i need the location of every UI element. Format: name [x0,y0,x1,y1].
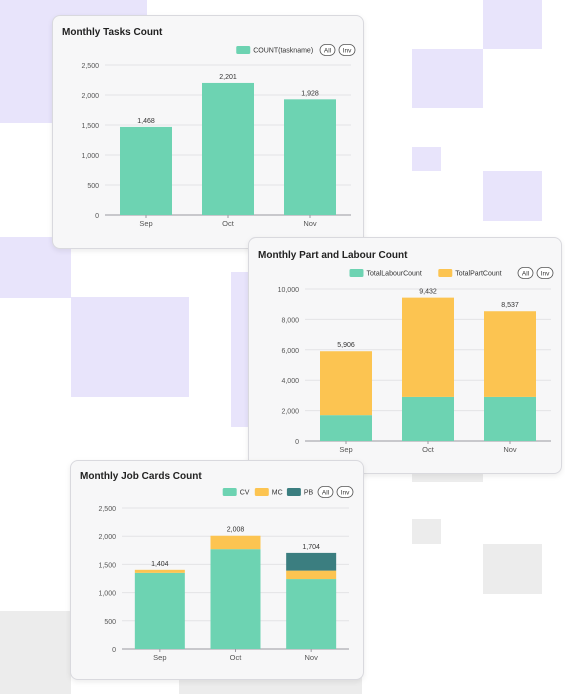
bg-square [483,171,542,221]
y-tick-label: 1,500 [98,562,116,569]
y-tick-label: 2,000 [98,534,116,541]
x-tick-label: Oct [222,219,235,228]
bar-nov[interactable] [286,579,337,649]
all-toggle-button[interactable] [517,267,534,279]
y-tick-label: 8,000 [281,317,299,324]
y-tick-label: 4,000 [281,378,299,385]
y-tick-label: 1,500 [81,123,99,130]
inv-toggle-label: Inv [541,271,550,278]
bg-square [412,49,483,108]
all-toggle-label: All [522,271,530,278]
legend-swatch[interactable] [254,488,269,496]
y-tick-label: 2,000 [81,93,99,100]
bar-nov[interactable] [286,570,337,580]
x-tick-label: Sep [153,653,166,662]
bg-square [483,0,542,49]
bar-sep[interactable] [120,126,172,215]
legend-swatch[interactable] [236,46,251,54]
legend-label: PB [304,490,314,497]
inv-toggle-label: Inv [341,490,350,497]
bg-square [0,611,71,694]
tasks-chart: 0 500 1,000 1,500 2,000 2,500 1,468 Sep 2,201 Oct… [81,44,356,228]
bar-sep[interactable] [320,415,372,441]
y-tick-label: 500 [104,619,116,626]
all-toggle-button[interactable] [319,44,336,56]
bar-total-label: 2,008 [227,527,245,534]
legend-swatch[interactable] [286,488,301,496]
y-tick-label: 0 [295,439,299,446]
bar-nov[interactable] [286,552,337,571]
bar-oct[interactable] [210,535,261,550]
x-tick-label: Nov [304,653,318,662]
inv-toggle-button[interactable] [336,486,354,498]
chart-title: Monthly Tasks Count [62,27,163,38]
bar-total-label: 9,432 [419,289,437,296]
inv-toggle-label: Inv [343,48,352,55]
bar-total-label: 1,468 [137,118,155,125]
x-tick-label: Oct [230,653,243,662]
y-tick-label: 1,000 [98,591,116,598]
bar-total-label: 8,537 [501,302,519,309]
y-tick-label: 6,000 [281,348,299,355]
job-cards-chart: 0 500 1,000 1,500 2,000 2,500 1,404 Sep 2,008 Oct… [98,486,354,662]
all-toggle-button[interactable] [317,486,334,498]
chart-card-job-cards: Monthly Job Cards Count 0 500 1,000 1,500 2,… [70,460,364,680]
bar-total-label: 2,201 [219,74,237,81]
legend-label: CV [240,490,250,497]
legend-swatch[interactable] [438,269,453,277]
bar-total-label: 1,704 [302,544,320,551]
inv-toggle-button[interactable] [338,44,356,56]
y-tick-label: 2,500 [98,506,116,513]
bar-oct[interactable] [402,297,454,397]
all-toggle-label: All [324,48,332,55]
bar-nov[interactable] [484,311,536,397]
x-tick-label: Sep [139,219,152,228]
x-tick-label: Oct [422,445,435,454]
legend-label: COUNT(taskname) [253,48,313,55]
chart-title: Monthly Job Cards Count [80,471,202,482]
part-labour-chart: 0 2,000 4,000 6,000 8,000 10,000 5,906 Sep 9,432… [278,267,554,454]
y-tick-label: 1,000 [81,153,99,160]
y-tick-label: 0 [112,647,116,654]
bg-square [483,544,542,594]
y-tick-label: 10,000 [278,287,300,294]
bar-total-label: 1,404 [151,561,169,568]
chart-title: Monthly Part and Labour Count [258,250,408,261]
x-tick-label: Sep [339,445,352,454]
bg-square [231,272,251,427]
bar-nov[interactable] [484,396,536,441]
bar-nov[interactable] [284,99,336,215]
legend-label: TotalLabourCount [367,271,422,278]
legend-label: MC [272,490,283,497]
chart-card-part-labour: Monthly Part and Labour Count 0 2,000 4,00… [248,237,562,474]
bar-oct[interactable] [202,82,254,215]
all-toggle-label: All [322,490,330,497]
legend-label: TotalPartCount [455,271,501,278]
chart-card-tasks: Monthly Tasks Count 0 500 1,000 1,500 2,000 2… [52,15,364,249]
bg-square [412,519,441,544]
bar-oct[interactable] [210,549,261,649]
x-tick-label: Nov [303,219,317,228]
bar-sep[interactable] [134,572,185,649]
y-tick-label: 500 [87,183,99,190]
bar-oct[interactable] [402,396,454,441]
bg-square [412,147,441,171]
bar-sep[interactable] [134,569,185,573]
y-tick-label: 2,500 [81,63,99,70]
legend-swatch[interactable] [349,269,364,277]
legend-swatch[interactable] [222,488,237,496]
x-tick-label: Nov [503,445,517,454]
inv-toggle-button[interactable] [536,267,554,279]
bar-sep[interactable] [320,351,372,416]
bg-square [179,677,362,694]
y-tick-label: 0 [95,213,99,220]
y-tick-label: 2,000 [281,409,299,416]
bar-total-label: 5,906 [337,342,355,349]
bg-square [71,297,189,397]
bar-total-label: 1,928 [301,90,319,97]
